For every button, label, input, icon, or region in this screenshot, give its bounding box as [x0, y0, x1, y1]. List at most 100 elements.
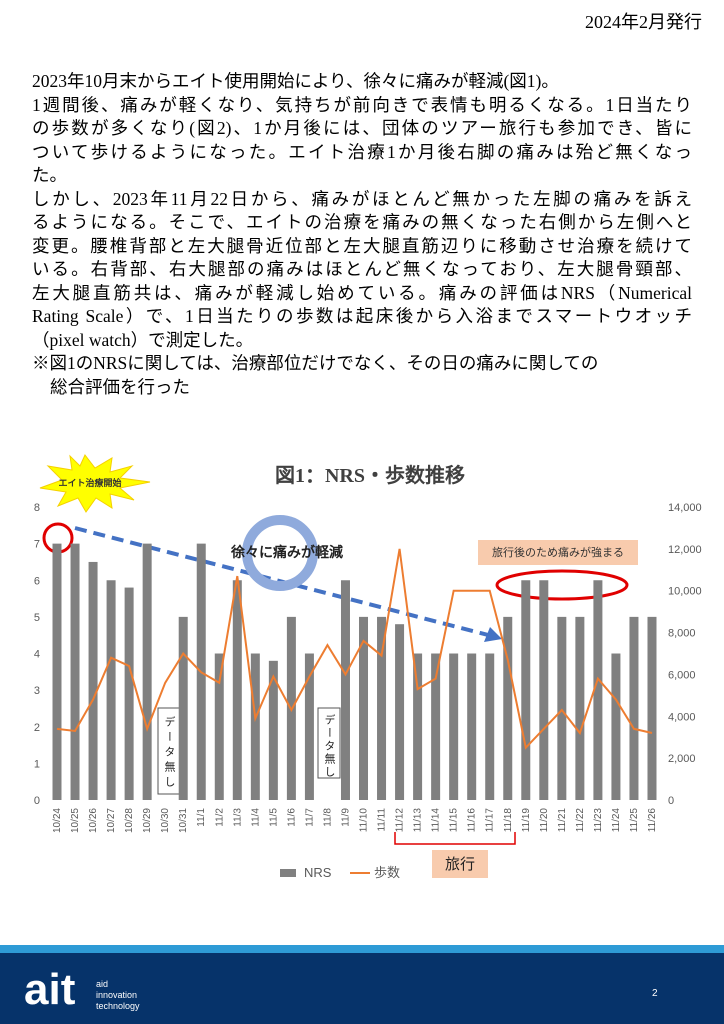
- bar: [124, 587, 134, 800]
- text-line: の歩数が多くなり(図2)、1か月後には、団体のツアー旅行も参加でき、皆に: [32, 118, 692, 138]
- text-line: しかし、2023年11月22日から、痛みがほとんど無かった左脚の痛みを訴え: [32, 188, 692, 209]
- legend-label: 歩数: [374, 865, 400, 880]
- x-tick-label: 11/9: [340, 808, 351, 827]
- y2-tick-label: 10,000: [668, 586, 702, 598]
- bar: [467, 653, 477, 800]
- y-tick-label: 3: [34, 685, 40, 697]
- text-line: 1週間後、痛みが軽くなり、気持ちが前向きで表情も明るくなる。1日当たり: [32, 94, 692, 115]
- x-tick-label: 11/15: [449, 808, 460, 833]
- x-tick-label: 11/20: [539, 808, 550, 833]
- y-tick-label: 0: [34, 795, 40, 807]
- bar: [70, 543, 80, 800]
- x-tick-label: 11/22: [575, 808, 586, 833]
- bar: [142, 543, 152, 800]
- x-tick-label: 10/31: [178, 808, 189, 833]
- annotation: データ無し: [163, 715, 176, 791]
- bar: [539, 580, 549, 800]
- text-line: 総合評価を行った: [50, 376, 190, 397]
- x-tick-label: 10/24: [52, 808, 63, 833]
- x-tick-label: 10/26: [88, 808, 99, 833]
- footer-band: [0, 953, 724, 1024]
- bar: [647, 616, 657, 800]
- bar: [485, 653, 495, 800]
- bar: [214, 653, 224, 800]
- tagline: aid: [96, 979, 108, 989]
- x-tick-label: 11/16: [467, 808, 478, 833]
- arrow-head: [484, 627, 502, 642]
- annotation: エイト治療開始: [58, 477, 121, 488]
- bar: [629, 616, 639, 800]
- x-tick-label: 11/2: [214, 808, 225, 827]
- x-tick-label: 10/27: [106, 808, 117, 833]
- footer-stripe: [0, 945, 724, 953]
- bar: [88, 561, 98, 800]
- bar: [611, 653, 621, 800]
- annotation-box: [432, 850, 488, 878]
- text-line: Rating Scale）で、1日当たりの歩数は起床後から入浴までスマートウオッ…: [32, 306, 692, 326]
- x-tick-label: 10/30: [160, 808, 171, 833]
- annotation-box: [317, 707, 341, 779]
- text-line: ついて歩けるようになった。エイト治療1か月後右脚の痛みは殆ど無くなっ: [32, 141, 692, 162]
- highlight-ring: [242, 515, 318, 591]
- annotation: データ無し: [323, 713, 336, 779]
- legend-swatch: [280, 869, 296, 877]
- y-tick-label: 4: [34, 649, 40, 661]
- bar: [359, 616, 369, 800]
- text-line: 2023年10月末からエイト使用開始により、徐々に痛みが軽減(図1)。: [32, 71, 559, 91]
- x-tick-label: 11/12: [395, 808, 406, 833]
- y2-tick-label: 8,000: [668, 628, 696, 640]
- x-tick-label: 11/6: [286, 808, 297, 827]
- annotation-box: [478, 540, 638, 565]
- y2-tick-label: 14,000: [668, 502, 702, 514]
- y-tick-label: 1: [34, 758, 40, 770]
- text-line: 左大腿直筋共は、痛みが軽減し始めている。痛みの評価はNRS（Numerical: [32, 282, 692, 303]
- highlight-ellipse: [495, 569, 629, 601]
- legend-label: NRS: [304, 865, 332, 880]
- y2-tick-label: 0: [668, 795, 674, 807]
- x-tick-label: 11/24: [611, 808, 622, 833]
- bar: [304, 653, 314, 800]
- bar: [557, 616, 567, 800]
- x-tick-label: 11/26: [647, 808, 658, 833]
- x-tick-label: 11/11: [377, 808, 388, 832]
- y-tick-label: 6: [34, 575, 40, 587]
- bar: [413, 653, 423, 800]
- x-tick-label: 10/29: [142, 808, 153, 833]
- x-tick-label: 11/10: [359, 808, 370, 833]
- y-tick-label: 8: [34, 502, 40, 514]
- x-tick-label: 11/5: [268, 808, 279, 827]
- x-tick-label: 11/8: [322, 808, 333, 827]
- bar: [377, 616, 387, 800]
- issue-date: 2024年2月発行: [585, 12, 702, 32]
- x-tick-label: 11/21: [557, 808, 568, 833]
- bar: [340, 580, 350, 800]
- bar: [268, 660, 278, 800]
- text-line: いる。右背部、右大腿部の痛みはほとんど無くなっており、左大腿骨頸部、: [32, 259, 692, 279]
- tagline: technology: [96, 1001, 140, 1011]
- y-tick-label: 5: [34, 612, 40, 624]
- x-tick-label: 11/4: [250, 808, 261, 827]
- x-tick-label: 11/1: [196, 808, 207, 827]
- x-tick-label: 11/3: [232, 808, 243, 827]
- text-line: 変更。腰椎背部と左大腿骨近位部と左大腿直筋辺りに移動させ治療を続けて: [32, 235, 692, 256]
- y-tick-label: 7: [34, 539, 40, 551]
- x-tick-label: 11/19: [521, 808, 532, 833]
- x-tick-label: 11/18: [503, 808, 514, 833]
- x-tick-label: 11/23: [593, 808, 604, 833]
- bar: [52, 543, 62, 800]
- annotation: 旅行後のため痛みが強まる: [492, 545, 624, 559]
- y2-tick-label: 2,000: [668, 753, 696, 765]
- x-tick-label: 10/25: [70, 808, 81, 833]
- bar: [521, 580, 531, 800]
- text-line: た。: [32, 165, 67, 185]
- y-tick-label: 2: [34, 722, 40, 734]
- x-tick-label: 11/17: [485, 808, 496, 833]
- bar: [232, 580, 242, 800]
- x-tick-label: 11/14: [431, 808, 442, 833]
- y2-tick-label: 12,000: [668, 544, 702, 556]
- starburst: [39, 454, 151, 513]
- x-tick-label: 10/28: [124, 808, 135, 833]
- annotation: 徐々に痛みが軽減: [230, 544, 343, 560]
